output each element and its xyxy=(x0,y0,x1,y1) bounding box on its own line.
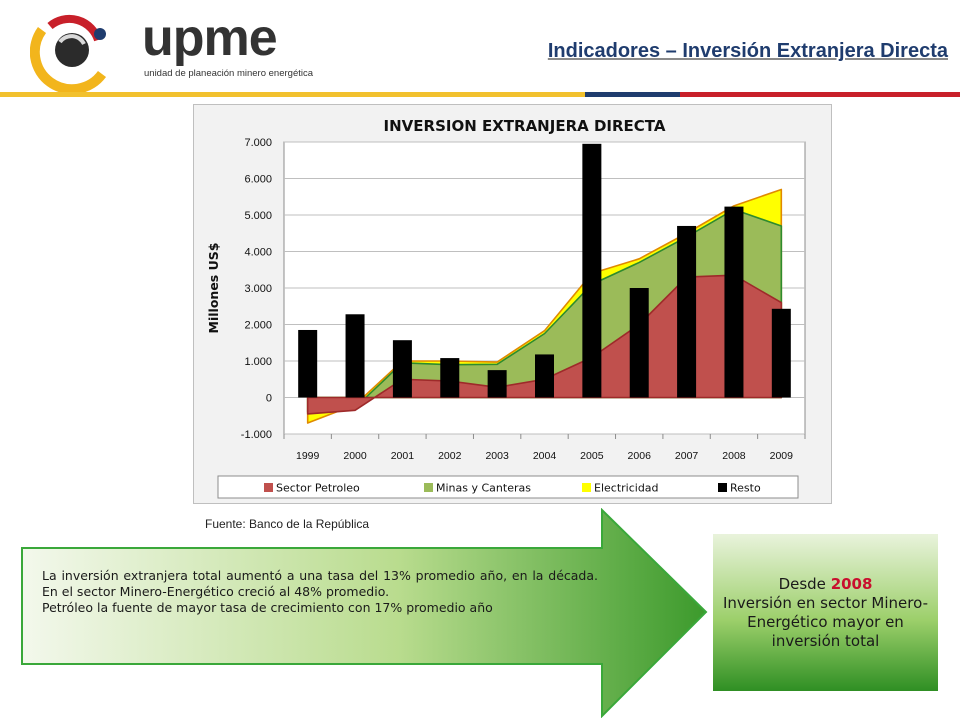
chart-panel: INVERSION EXTRANJERA DIRECTA -1.000 0 1.000… xyxy=(193,104,832,504)
callout-text: Inversión en sector Minero-Energético ma… xyxy=(723,593,928,650)
y-tick-label: 6.000 xyxy=(244,174,272,186)
callout-box: Desde 2008 Inversión en sector Minero-En… xyxy=(713,534,938,691)
bar-resto xyxy=(440,358,460,398)
summary-line-2: Petróleo la fuente de mayor tasa de crec… xyxy=(42,600,493,615)
y-tick-label: 1.000 xyxy=(244,356,272,368)
bar-resto xyxy=(487,370,507,398)
y-tick-label: 0 xyxy=(266,393,272,405)
x-tick-label: 2003 xyxy=(485,450,509,462)
y-tick-label: 3.000 xyxy=(244,283,272,295)
logo-subtitle: unidad de planeación minero energética xyxy=(144,68,314,79)
legend-swatch xyxy=(264,483,273,492)
x-tick-label: 2008 xyxy=(722,450,746,462)
x-tick-label: 2007 xyxy=(675,450,699,462)
chart-title: INVERSION EXTRANJERA DIRECTA xyxy=(384,117,666,135)
bar-resto xyxy=(582,143,602,398)
x-tick-label: 2005 xyxy=(580,450,604,462)
header: upme unidad de planeación minero energét… xyxy=(0,0,960,97)
legend-label: Electricidad xyxy=(594,482,659,495)
legend-label: Minas y Canteras xyxy=(436,482,531,495)
upme-emblem-icon xyxy=(30,14,107,92)
legend-label: Sector Petroleo xyxy=(276,482,360,495)
y-tick-label: 2.000 xyxy=(244,320,272,332)
y-tick-label: 4.000 xyxy=(244,247,272,259)
x-tick-label: 2006 xyxy=(628,450,652,462)
x-tick-label: 2001 xyxy=(391,450,415,462)
legend-label: Resto xyxy=(730,482,761,495)
fdi-chart: INVERSION EXTRANJERA DIRECTA -1.000 0 1.000… xyxy=(206,117,806,499)
page-title: Indicadores – Inversión Extranjera Direc… xyxy=(547,40,948,62)
legend-box xyxy=(217,475,799,499)
summary-arrow xyxy=(21,508,708,718)
y-tick-label: -1.000 xyxy=(241,429,272,441)
chart-source: Fuente: Banco de la República xyxy=(205,517,370,531)
bar-resto xyxy=(345,314,365,398)
callout-year: 2008 xyxy=(830,574,873,593)
summary-line-1: La inversión extranjera total aumentó a … xyxy=(42,568,598,599)
callout-heading: Desde 2008 xyxy=(778,574,873,593)
y-tick-label: 7.000 xyxy=(244,137,272,149)
bar-resto xyxy=(771,308,791,398)
bar-resto xyxy=(535,354,554,398)
bar-resto xyxy=(298,329,318,398)
y-axis-label: Millones US$ xyxy=(206,243,221,334)
x-tick-label: 2004 xyxy=(533,450,557,462)
logo-wordmark: upme xyxy=(142,9,278,67)
legend-swatch xyxy=(718,483,727,492)
upme-logo: upme unidad de planeación minero energét… xyxy=(30,8,313,92)
x-tick-label: 2009 xyxy=(770,450,794,462)
summary-text: La inversión extranjera total aumentó a … xyxy=(42,568,598,616)
bar-resto xyxy=(677,225,697,398)
area-sector-petroleo xyxy=(306,274,783,415)
header-stripe-blue xyxy=(585,92,680,97)
bar-resto xyxy=(724,206,744,398)
bar-resto xyxy=(629,288,649,398)
x-tick-label: 2000 xyxy=(343,450,367,462)
x-tick-label: 2002 xyxy=(438,450,462,462)
bar-resto xyxy=(392,340,412,398)
header-stripe-yellow xyxy=(0,92,585,97)
legend-swatch xyxy=(424,483,433,492)
y-tick-label: 5.000 xyxy=(244,210,272,222)
x-tick-label: 1999 xyxy=(296,450,320,462)
legend-swatch xyxy=(582,483,591,492)
header-stripe-red xyxy=(680,92,960,97)
